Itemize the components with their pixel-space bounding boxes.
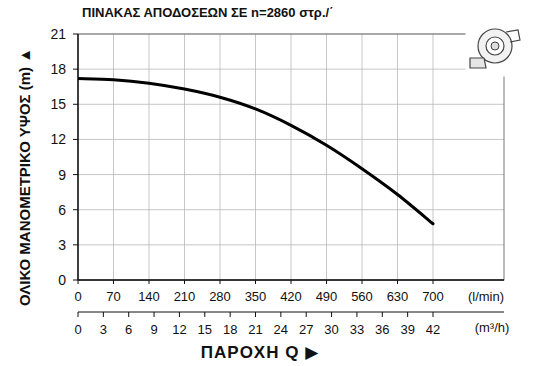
y-tick-label: 6: [58, 202, 66, 218]
x2-tick-label: 3: [100, 322, 107, 337]
y-tick: [73, 139, 78, 140]
x-tick-label: 0: [74, 289, 81, 304]
grid-line-x: [255, 34, 256, 280]
pump-icon: [466, 24, 522, 76]
x-tick: [149, 280, 150, 284]
y-tick-label: 15: [50, 96, 66, 112]
x-tick: [362, 280, 363, 284]
x-tick-label: 420: [280, 289, 302, 304]
x2-tick: [78, 312, 79, 317]
chart-title: ΠΙΝΑΚΑΣ ΑΠΟΔΟΣΕΩΝ ΣΕ n=2860 στρ./΄: [82, 5, 333, 20]
chart-root: 0369121518210701402102803504204905606307…: [0, 0, 554, 366]
y-axis: [77, 34, 78, 280]
icon-inlet: [486, 37, 504, 55]
x-tick: [113, 280, 114, 284]
icon-flange: [506, 30, 520, 42]
x2-tick-label: 42: [426, 322, 440, 337]
y-tick-label: 0: [58, 272, 66, 288]
y-tick: [73, 174, 78, 175]
pump-curve: [78, 79, 433, 224]
grid-line-x: [78, 34, 79, 280]
x-tick: [291, 280, 292, 284]
x-tick-label: 210: [174, 289, 196, 304]
x2-tick-label: 39: [400, 322, 414, 337]
x2-tick: [255, 312, 256, 317]
x2-tick: [433, 312, 434, 317]
x2-tick: [230, 312, 231, 317]
grid-line-x: [113, 34, 114, 280]
x-tick: [326, 280, 327, 284]
x-tick-label: 490: [316, 289, 338, 304]
x-tick: [397, 280, 398, 284]
x-tick: [78, 280, 79, 284]
plot-area: [78, 79, 433, 224]
x2-tick: [407, 312, 408, 317]
grid-line-x: [326, 34, 327, 280]
grid-line-x: [397, 34, 398, 280]
x2-tick-label: 27: [299, 322, 313, 337]
y-axis-title: ΟΛΙΚΟ ΜΑΝΟΜΕΤΡΙΚΟ ΥΨΟΣ (m) ▲: [16, 48, 33, 306]
x2-tick-label: 9: [150, 322, 157, 337]
x-tick: [220, 280, 221, 284]
x2-tick-label: 21: [248, 322, 262, 337]
chart: 0369121518210701402102803504204905606307…: [0, 0, 554, 366]
y-tick-label: 18: [50, 61, 66, 77]
x-tick: [433, 280, 434, 284]
x2-tick-label: 6: [125, 322, 132, 337]
x-tick-label: 700: [422, 289, 444, 304]
x2-axis: [78, 312, 504, 313]
x2-tick-label: 18: [223, 322, 237, 337]
x2-tick: [154, 312, 155, 317]
y-tick-label: 21: [50, 26, 66, 42]
x-tick-label: 140: [138, 289, 160, 304]
grid-line-x: [220, 34, 221, 280]
x2-tick-label: 30: [324, 322, 338, 337]
grid-line-x: [184, 34, 185, 280]
x-tick: [184, 280, 185, 284]
x-tick-label: 280: [209, 289, 231, 304]
icon-bg: [466, 24, 522, 76]
x2-tick-label: 15: [198, 322, 212, 337]
x2-tick: [204, 312, 205, 317]
x-axis-title: ΠΑΡΟΧΗ Q ▶: [201, 343, 319, 362]
y-tick: [73, 280, 78, 281]
x2-tick-label: 24: [274, 322, 288, 337]
y-tick: [73, 104, 78, 105]
x2-tick: [306, 312, 307, 317]
x2-tick: [280, 312, 281, 317]
y-tick: [73, 244, 78, 245]
plot-frame: [78, 34, 504, 280]
icon-hub: [491, 42, 499, 50]
x-unit-label: (l/min): [468, 289, 504, 304]
y-tick-label: 12: [50, 131, 66, 147]
x-tick-label: 630: [387, 289, 409, 304]
x2-tick-label: 33: [350, 322, 364, 337]
x2-tick: [128, 312, 129, 317]
x2-tick: [382, 312, 383, 317]
x2-tick: [179, 312, 180, 317]
y-tick-label: 9: [58, 167, 66, 183]
x-tick-label: 350: [245, 289, 267, 304]
grid-line-x: [433, 34, 434, 280]
x2-tick: [103, 312, 104, 317]
x-tick: [255, 280, 256, 284]
y-tick-label: 3: [58, 237, 66, 253]
x-tick-label: 560: [351, 289, 373, 304]
x2-tick-label: 36: [375, 322, 389, 337]
icon-outlet: [470, 58, 486, 68]
grid-line-x: [291, 34, 292, 280]
x2-tick-label: 12: [172, 322, 186, 337]
y-tick: [73, 69, 78, 70]
y-tick: [73, 209, 78, 210]
background: [0, 0, 554, 366]
x2-tick-label: 0: [74, 322, 81, 337]
x2-unit-label: (m³/h): [475, 320, 510, 335]
y-tick: [73, 34, 78, 35]
grid-line-x: [362, 34, 363, 280]
x-tick-label: 70: [106, 289, 120, 304]
x2-tick: [331, 312, 332, 317]
grid-line-x: [149, 34, 150, 280]
x2-tick: [356, 312, 357, 317]
